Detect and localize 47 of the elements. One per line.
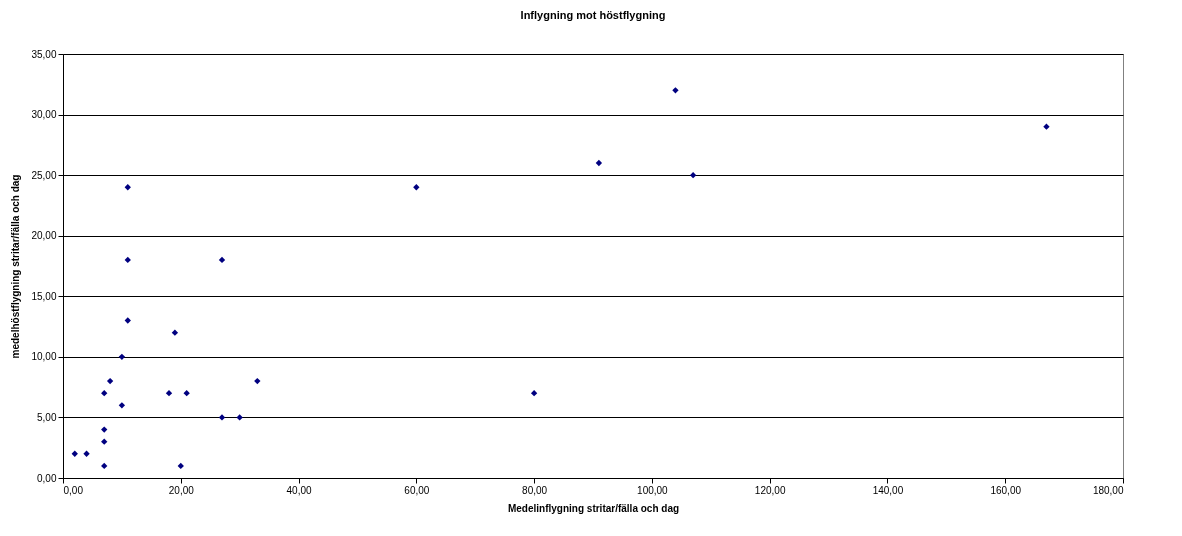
point (218, 256, 226, 264)
point (413, 184, 420, 191)
point (177, 462, 184, 470)
point (689, 171, 697, 179)
point (101, 426, 108, 433)
point (101, 462, 108, 470)
x-axis-title: Medelinflygning stritar/fälla och dag (507, 502, 680, 514)
x-tick-label: 140,00 (872, 484, 904, 496)
y-tick-label: 20,00 (31, 230, 57, 242)
point (595, 159, 603, 167)
point (101, 438, 108, 445)
point (1043, 123, 1050, 130)
x-tick-label: 100,00 (637, 484, 669, 496)
x-tick-label: 160,00 (990, 484, 1022, 496)
point (118, 402, 126, 409)
point (171, 329, 179, 336)
point (124, 317, 131, 324)
y-tick-label: 5,00 (37, 411, 57, 423)
point (71, 450, 78, 457)
x-tick-label: 0,00 (63, 484, 84, 496)
x-tick-label: 20,00 (168, 484, 195, 496)
point (124, 184, 131, 191)
point (101, 390, 108, 397)
point (672, 87, 679, 94)
x-tick-label: 180,00 (1092, 484, 1124, 496)
y-tick-label: 35,00 (31, 48, 57, 60)
point (236, 414, 243, 421)
point (183, 390, 190, 397)
x-tick-label: 120,00 (754, 484, 786, 496)
point (165, 390, 173, 397)
point (218, 414, 226, 421)
y-tick-label: 10,00 (31, 351, 57, 363)
chart-title: Inflygning mot höstflygning (520, 9, 666, 21)
x-tick-label: 60,00 (404, 484, 430, 496)
y-tick-label: 30,00 (31, 109, 57, 121)
y-tick-label: 25,00 (31, 169, 57, 181)
x-tick-label: 80,00 (522, 484, 548, 496)
point (530, 390, 538, 397)
point (83, 450, 90, 457)
point (254, 377, 261, 385)
x-tick-label: 40,00 (286, 484, 312, 496)
point (106, 377, 114, 385)
point (118, 353, 126, 361)
y-axis-title: medelhöstflygning stritar/fälla och dag (10, 174, 22, 359)
y-tick-label: 0,00 (37, 472, 57, 484)
point (124, 256, 131, 264)
y-tick-label: 15,00 (31, 290, 57, 302)
